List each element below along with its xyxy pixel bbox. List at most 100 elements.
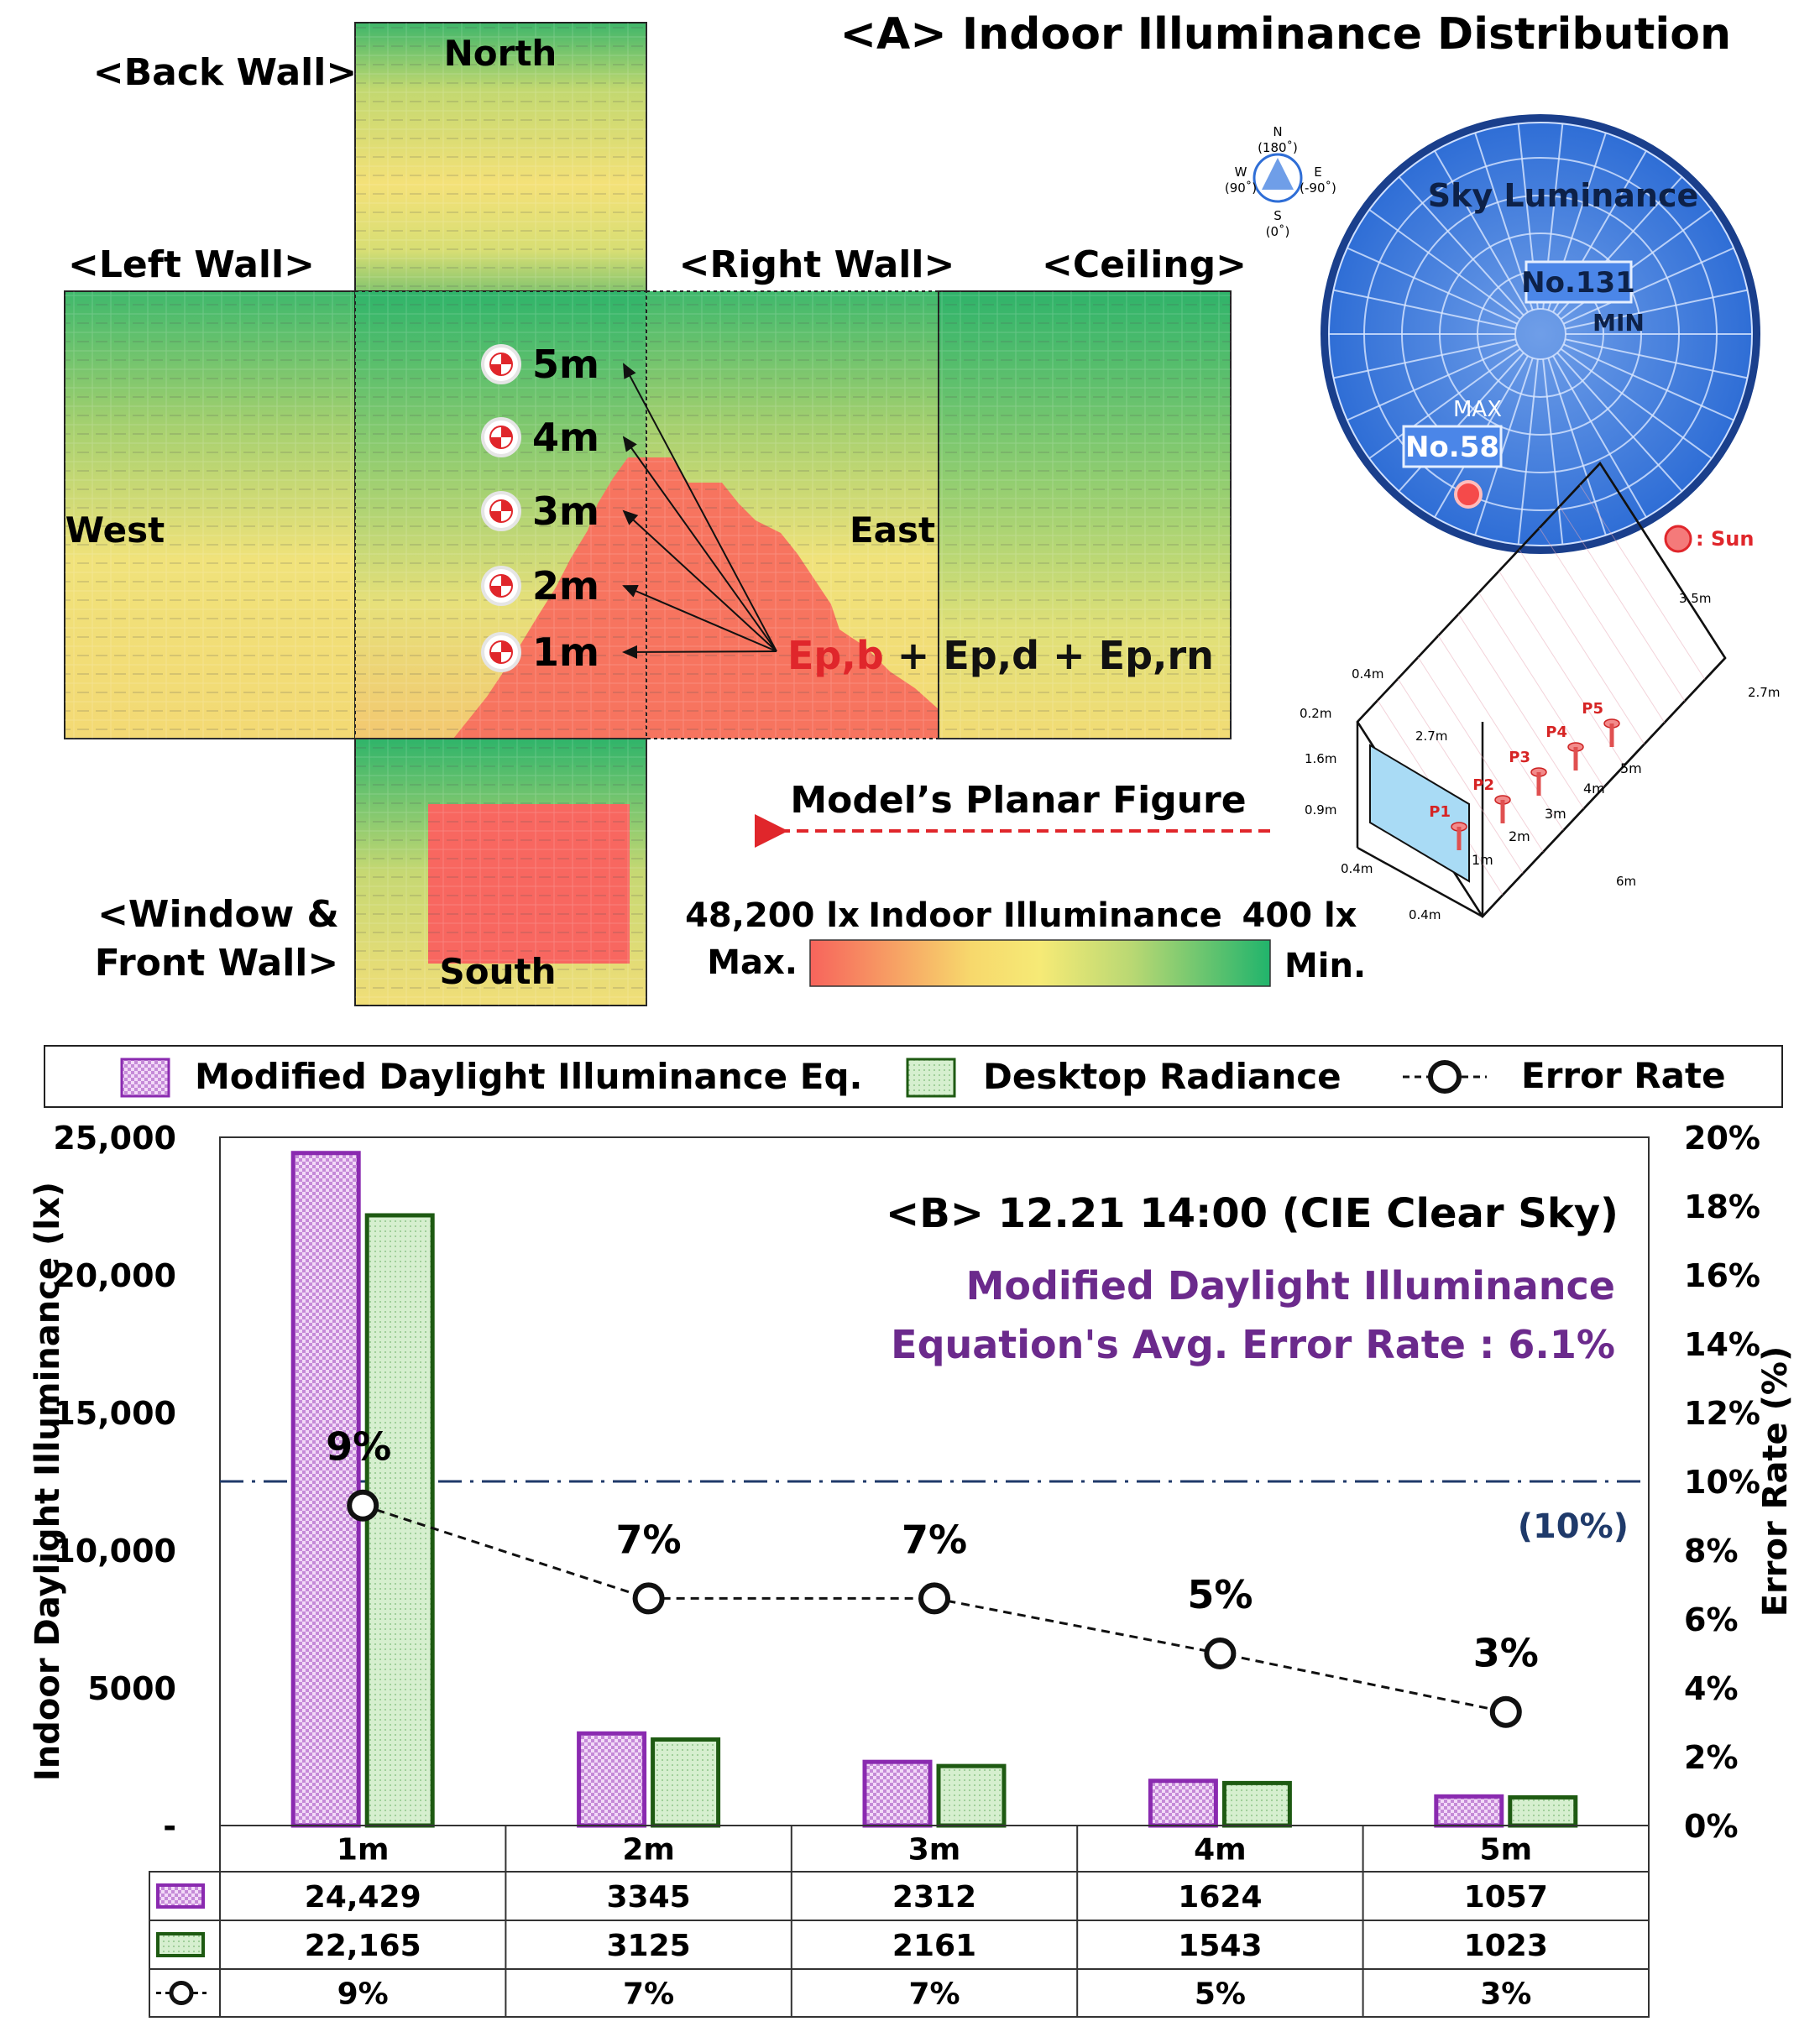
- north-label: North: [444, 33, 557, 74]
- compass-e-deg: (-90˚): [1300, 180, 1336, 196]
- y2-tick-label: 10%: [1684, 1464, 1760, 1501]
- sky-spoke: [1398, 352, 1525, 492]
- y-tick-label: 15,000: [53, 1395, 176, 1432]
- y2-tick-label: 20%: [1684, 1120, 1760, 1157]
- compass-n: N: [1273, 124, 1282, 139]
- table-cell: 1023: [1464, 1929, 1548, 1963]
- sensor-label: P1: [1429, 803, 1451, 821]
- y2-tick-label: 18%: [1684, 1188, 1760, 1225]
- target-ring: [489, 574, 513, 598]
- room-grid-line: [1539, 527, 1666, 723]
- dim-0-2m: 0.2m: [1300, 706, 1331, 721]
- y2-tick-label: 6%: [1684, 1601, 1739, 1638]
- legend-radiance-label: Desktop Radiance: [983, 1056, 1341, 1097]
- sky-spoke: [1562, 247, 1734, 325]
- target-quadrant: [501, 500, 512, 511]
- measurement-points: 1m 2m 3m 4m 5m: [481, 342, 599, 675]
- target-quadrant: [490, 437, 501, 448]
- chart-subtitle-1: Modified Daylight Illuminance: [966, 1263, 1615, 1309]
- bar-radiance-2m: [651, 1737, 721, 1828]
- bars: [290, 1151, 1578, 1828]
- point-label: 3m: [532, 488, 599, 534]
- target-ring: [489, 499, 513, 523]
- target-quadrant: [501, 575, 512, 586]
- table-cell: 3125: [606, 1929, 690, 1963]
- error-rate-point-1m: [347, 1489, 379, 1522]
- sky-spoke: [1368, 347, 1521, 459]
- y2-axis-label: Error Rate (%): [1756, 1346, 1795, 1617]
- legend-error-marker-icon: [1428, 1060, 1462, 1094]
- bar-radiance-1m: [364, 1213, 435, 1828]
- east-label: East: [850, 509, 935, 551]
- sun-legend-icon: [1664, 525, 1692, 553]
- sky-spoke: [1434, 150, 1529, 313]
- left-wall: West: [64, 290, 356, 739]
- ceiling-label: <Ceiling>: [1042, 243, 1247, 286]
- room-points: P1 1m P2 2m P3 3m P4 4m P5 5m: [1429, 700, 1641, 868]
- sky-spoke: [1333, 338, 1516, 379]
- error-rate-point-2m: [632, 1582, 665, 1615]
- dim-0-9m: 0.9m: [1305, 802, 1336, 818]
- sky-spoke: [1474, 358, 1534, 535]
- point-label: 4m: [532, 415, 599, 460]
- x-tick-label: 2m: [622, 1833, 675, 1867]
- y2-tick-label: 8%: [1684, 1533, 1739, 1570]
- room-grid-line: [1457, 614, 1584, 809]
- target-quadrant: [501, 641, 512, 652]
- room-grid-line: [1478, 592, 1604, 788]
- sensor-distance: 4m: [1583, 781, 1605, 797]
- error-rate-point-4m: [1204, 1638, 1237, 1669]
- room-model: P1 1m P2 2m P3 3m P4 4m P5 5m 3.5m 2.7m 2.7m 0.4m…: [1300, 461, 1780, 922]
- sun-legend-label: : Sun: [1696, 527, 1754, 551]
- compass-w: W: [1235, 165, 1247, 180]
- target-ring: [489, 353, 513, 376]
- room-grid-line: [1579, 484, 1706, 680]
- legend-modified-label: Modified Daylight Illuminance Eq.: [195, 1056, 863, 1097]
- room-grid-line: [1498, 571, 1625, 766]
- sky-spoke: [1347, 343, 1519, 421]
- table-body: [149, 1871, 1650, 2018]
- sensor-distance: 2m: [1509, 828, 1530, 844]
- colorbar-max-word: Max.: [707, 943, 798, 982]
- bar-radiance-4m: [1221, 1780, 1292, 1828]
- target-ring: [489, 640, 513, 664]
- colorbar-title: Indoor Illuminance: [868, 896, 1222, 935]
- table-key-error-icon: [169, 1981, 194, 2005]
- target-ring: [489, 426, 513, 449]
- window-wall-label-1: <Window &: [97, 893, 339, 936]
- ceiling: [938, 290, 1232, 739]
- y2-tick-label: 4%: [1684, 1670, 1739, 1707]
- x-tick-label: 3m: [908, 1833, 961, 1867]
- room-dimensions: 3.5m 2.7m 2.7m 0.4m 0.2m 1.6m 0.9m 0.4m …: [1300, 591, 1780, 922]
- table-cell: 2312: [892, 1880, 976, 1914]
- y2-tick-label: 2%: [1684, 1739, 1739, 1776]
- table-cell: 22,165: [305, 1929, 421, 1963]
- point-label: 5m: [532, 342, 599, 387]
- right-wall: East: [646, 290, 939, 739]
- bar-modified-3m: [862, 1759, 933, 1828]
- y2-tick-label: 14%: [1684, 1326, 1760, 1363]
- table-cell: 1543: [1178, 1929, 1262, 1963]
- table-key-radiance-icon: [156, 1932, 205, 1957]
- y-tick-label: 25,000: [53, 1120, 176, 1157]
- y2-tick-label: 12%: [1684, 1395, 1760, 1432]
- left-wall-label: <Left Wall>: [68, 243, 315, 286]
- table-cell: 9%: [337, 1977, 389, 2012]
- back-wall: North: [354, 22, 647, 292]
- target-quadrant: [501, 353, 512, 364]
- table-cell: 1057: [1464, 1880, 1548, 1914]
- sky-spoke: [1556, 352, 1683, 492]
- sensor-label: P3: [1509, 749, 1530, 766]
- window-wall-label-2: Front Wall>: [95, 942, 339, 985]
- dim-0-4m-top: 0.4m: [1352, 666, 1383, 682]
- bar-modified-1m: [290, 1151, 361, 1828]
- sky-spoke: [1547, 358, 1607, 535]
- equation-ep-b: Ep,b: [787, 633, 884, 678]
- sky-spoke: [1333, 289, 1516, 330]
- sky-min-label: MIN: [1592, 309, 1645, 337]
- y-tick-label: -: [163, 1808, 176, 1845]
- west-label: West: [65, 509, 165, 551]
- error-rate-point-3m: [918, 1582, 950, 1615]
- compass-e: E: [1314, 165, 1321, 180]
